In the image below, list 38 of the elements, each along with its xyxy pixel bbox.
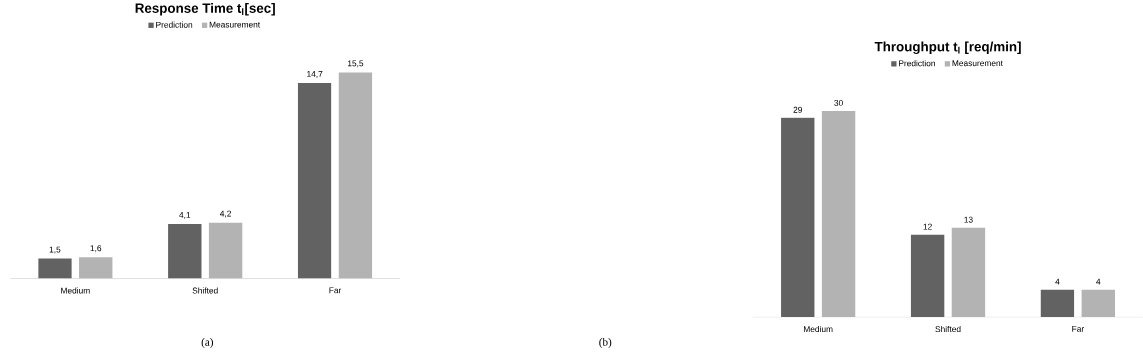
x-tick-label: Medium	[804, 325, 833, 332]
bar	[297, 82, 332, 279]
data-label: 4,2	[219, 210, 231, 218]
bar	[38, 258, 72, 279]
bar	[338, 72, 373, 279]
text: (b)	[599, 337, 612, 348]
x-tick-label: Medium	[61, 287, 90, 294]
bar	[79, 257, 113, 279]
data-label: 30	[834, 99, 843, 106]
bar	[951, 227, 986, 317]
x-tick-label: Shifted	[935, 325, 961, 332]
bar	[208, 222, 243, 279]
chart-title: Response Time t$_{l}$[sec]	[135, 2, 275, 16]
legend-label: Measurement	[952, 60, 1003, 66]
data-label: 4	[1055, 278, 1060, 285]
x-tick-label: Shifted	[192, 287, 218, 294]
data-label: 1,5	[49, 246, 61, 254]
legend-label: Prediction	[156, 21, 193, 28]
x-tick-label: Far	[329, 287, 342, 294]
data-label: 15,5	[347, 60, 364, 68]
data-label: 12	[923, 223, 932, 230]
data-label: 1,6	[90, 245, 102, 252]
data-label: 13	[964, 216, 973, 223]
bar	[1081, 289, 1115, 317]
text: (a)	[201, 337, 214, 348]
bar	[910, 234, 945, 317]
x-tick-label: Far	[1072, 325, 1085, 332]
bar	[168, 223, 202, 279]
data-label: 14,7	[307, 70, 323, 78]
legend-label: Measurement	[209, 21, 261, 28]
bar	[821, 110, 856, 317]
bar	[1040, 289, 1075, 317]
chart-title: Throughput t$_{l}$ [req/min]	[874, 41, 1021, 54]
bar	[781, 117, 815, 317]
data-label: 29	[793, 106, 802, 113]
data-label: 4	[1096, 278, 1101, 285]
data-label: 4,1	[179, 211, 191, 219]
legend-label: Prediction	[899, 59, 935, 67]
